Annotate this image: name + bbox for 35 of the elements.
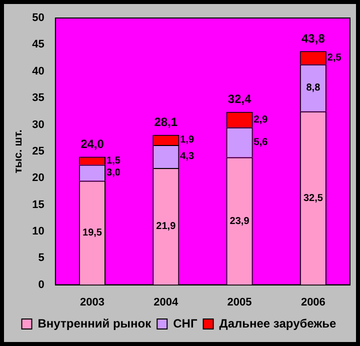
- data-label: 2,5: [327, 52, 342, 64]
- data-label: 4,3: [180, 151, 194, 162]
- data-label: 1,5: [106, 155, 121, 166]
- y-tick-label: 5: [38, 252, 44, 264]
- y-tick-label: 0: [38, 278, 44, 291]
- data-label: 3,0: [106, 167, 121, 178]
- data-label: 23,9: [230, 216, 250, 227]
- legend-label: Дальнее зарубежье: [219, 316, 337, 330]
- y-tick-label: 10: [32, 225, 44, 238]
- y-tick-label: 45: [32, 38, 44, 51]
- data-label: 19,5: [82, 228, 102, 239]
- total-label: 24,0: [80, 137, 104, 152]
- data-label: 2,9: [254, 114, 268, 126]
- data-label: 1,9: [180, 134, 194, 146]
- total-label: 43,8: [302, 31, 326, 46]
- x-tick-label: 2004: [154, 296, 180, 308]
- y-axis-title: тыс. шт.: [12, 130, 25, 174]
- legend-label: Внутренний рынок: [38, 316, 152, 330]
- x-tick-label: 2003: [80, 296, 104, 308]
- y-tick-label: 35: [32, 92, 44, 104]
- data-label: 32,5: [303, 192, 324, 204]
- y-tick-label: 50: [32, 12, 44, 24]
- y-tick-label: 20: [32, 172, 44, 184]
- total-label: 28,1: [154, 115, 178, 130]
- total-label: 32,4: [228, 92, 252, 106]
- y-tick-label: 15: [32, 198, 44, 211]
- data-label: 5,6: [254, 137, 268, 148]
- data-label: 21,9: [156, 221, 176, 232]
- data-label: 8,8: [306, 82, 321, 94]
- y-tick-label: 40: [32, 65, 44, 78]
- y-tick-label: 25: [32, 145, 44, 158]
- x-tick-label: 2006: [300, 296, 326, 308]
- legend-label: СНГ: [173, 316, 198, 330]
- x-tick-label: 2005: [227, 296, 252, 308]
- y-tick-label: 30: [32, 118, 44, 131]
